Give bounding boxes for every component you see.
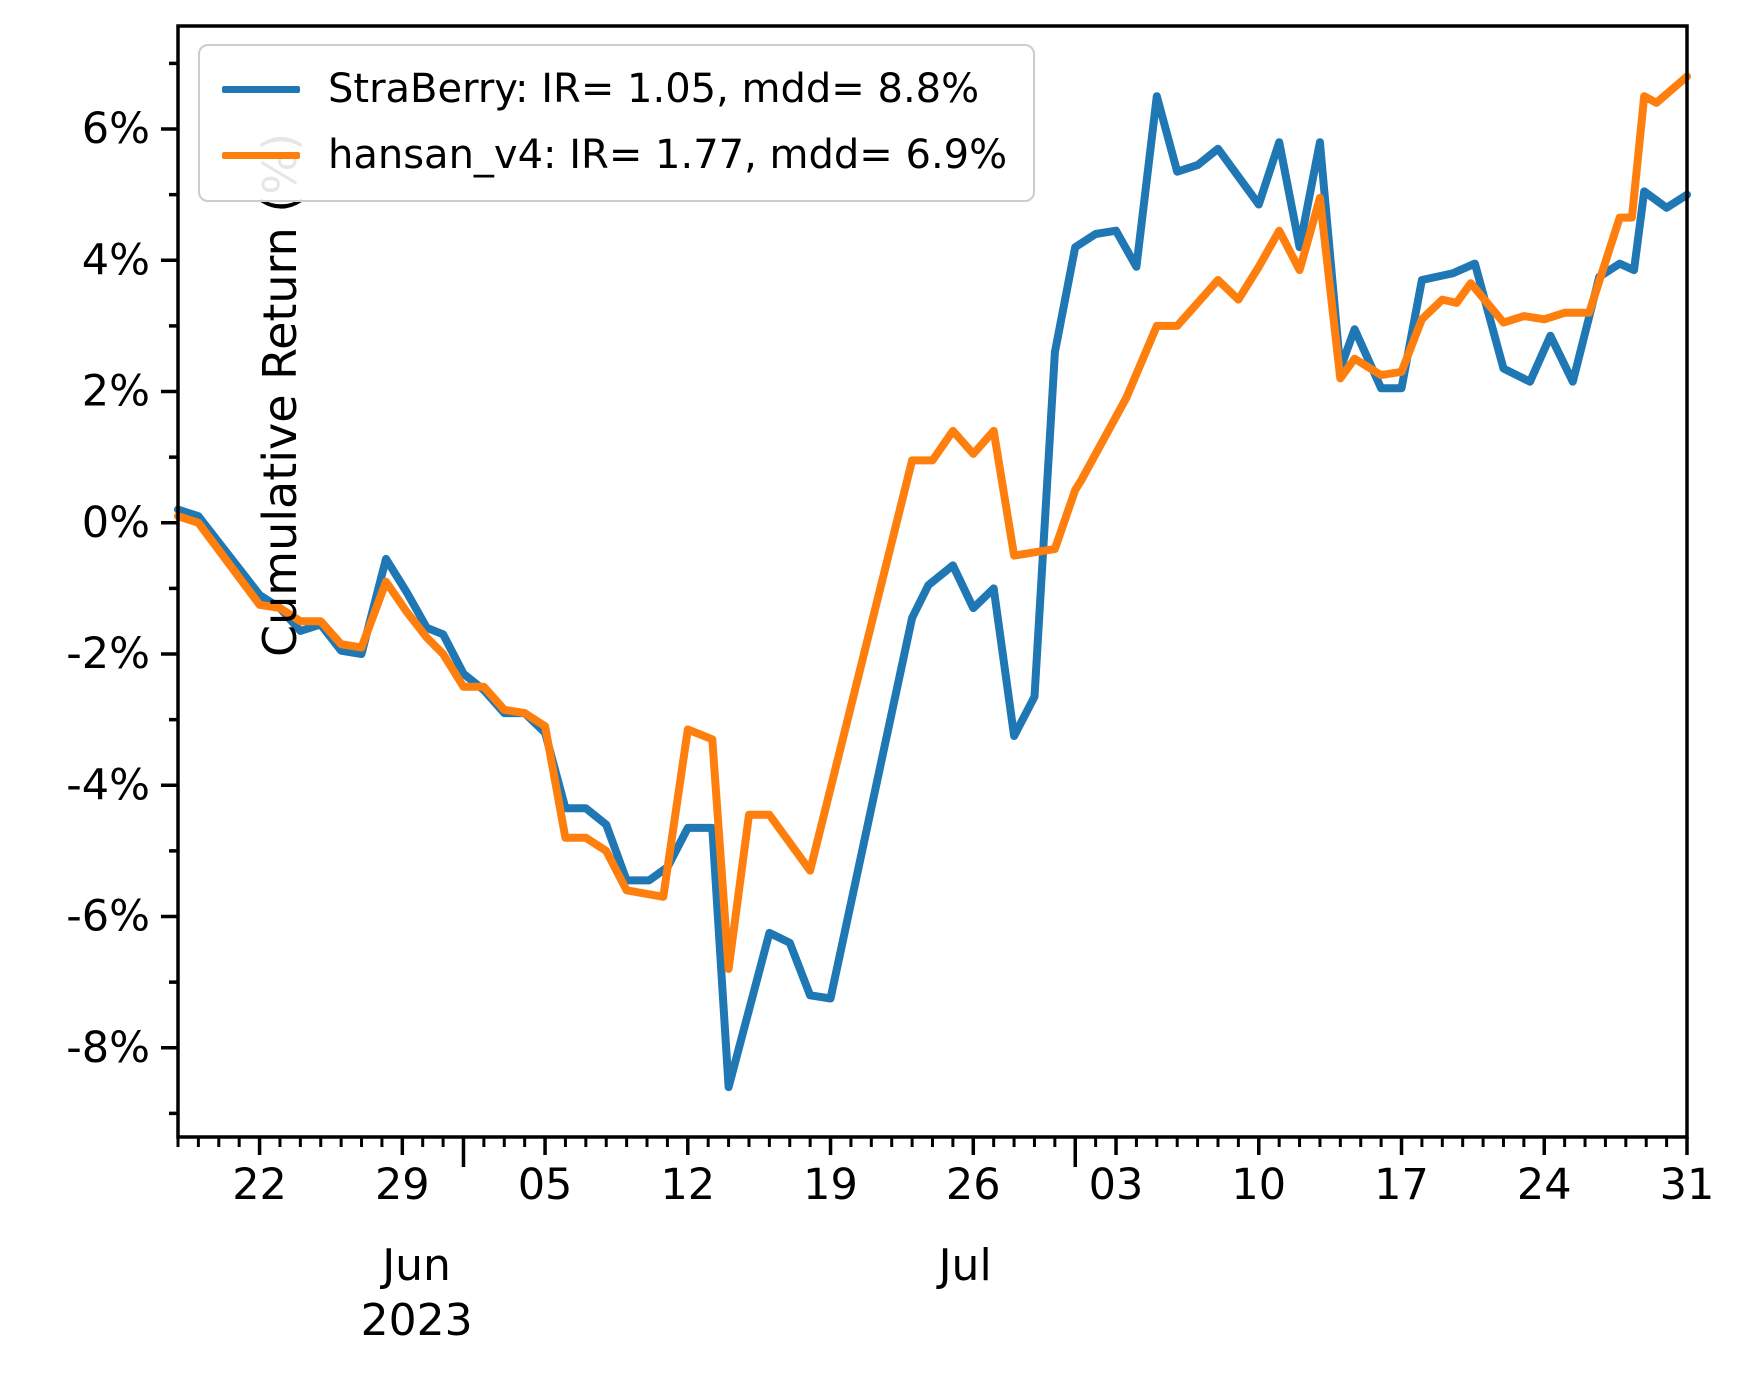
axes-frame	[176, 24, 1689, 1139]
y-tick-label: 0%	[82, 498, 150, 548]
month-name: Jun	[382, 1240, 451, 1291]
legend-label-hansan-v4: hansan_v4: IR= 1.77, mdd= 6.9%	[328, 132, 1008, 178]
x-tick-label: 24	[1517, 1160, 1572, 1210]
x-tick-label: 17	[1374, 1160, 1429, 1210]
y-tick-label: -4%	[66, 760, 150, 810]
y-tick-label: 6%	[82, 104, 150, 154]
x-tick-label: 12	[660, 1160, 715, 1210]
x-tick-label: 10	[1231, 1160, 1286, 1210]
x-axis-month-label-jun: Jun 2023	[361, 1238, 473, 1348]
x-tick-label: 03	[1089, 1160, 1144, 1210]
legend-item-straberry: StraBerry: IR= 1.05, mdd= 8.8%	[222, 60, 1007, 118]
x-tick-label: 05	[518, 1160, 573, 1210]
series-line-straberry	[174, 92, 1691, 1092]
x-tick-label: 22	[232, 1160, 287, 1210]
y-tick-label: 4%	[82, 235, 150, 285]
x-tick-label: 19	[803, 1160, 858, 1210]
y-tick-label: 2%	[82, 367, 150, 417]
x-tick-label: 31	[1660, 1160, 1715, 1210]
legend: StraBerry: IR= 1.05, mdd= 8.8% hansan_v4…	[198, 44, 1036, 202]
legend-line-swatch-hansan-v4	[222, 151, 300, 159]
x-tick-label: 26	[946, 1160, 1001, 1210]
series-line-hansan-v4	[174, 72, 1691, 973]
x-axis-month-label-jul: Jul	[939, 1238, 992, 1293]
legend-label-straberry: StraBerry: IR= 1.05, mdd= 8.8%	[328, 66, 980, 112]
legend-item-hansan-v4: hansan_v4: IR= 1.77, mdd= 6.9%	[222, 126, 1007, 184]
legend-line-swatch-straberry	[222, 85, 300, 93]
y-tick-label: -6%	[66, 892, 150, 942]
month-year: 2023	[360, 1295, 473, 1346]
y-tick-label: -8%	[66, 1023, 150, 1073]
month-name: Jul	[938, 1240, 992, 1291]
x-tick-label: 29	[375, 1160, 430, 1210]
y-axis-title: Cumulative Return (%)	[253, 132, 308, 657]
y-tick-label: -2%	[66, 629, 150, 679]
